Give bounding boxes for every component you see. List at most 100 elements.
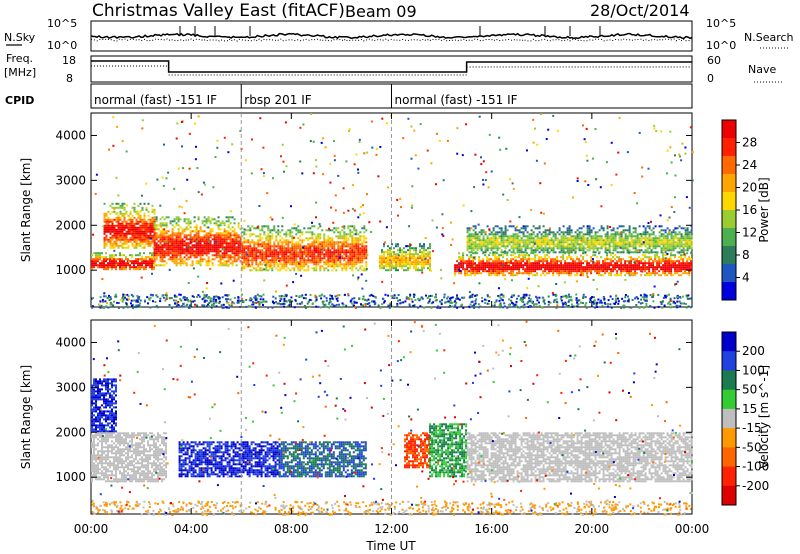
power-pixel: [335, 265, 338, 268]
power-pixel: [209, 234, 212, 237]
power-pixel: [311, 253, 314, 256]
power-pixel: [684, 245, 687, 248]
power-pixel: [278, 295, 281, 298]
power-pixel: [108, 299, 111, 302]
power-pixel: [115, 234, 118, 237]
power-pixel: [626, 237, 629, 240]
power-pixel: [231, 230, 234, 233]
power-pixel: [462, 252, 465, 255]
power-pixel: [347, 243, 350, 246]
power-pixel: [584, 268, 587, 271]
power-pixel: [247, 229, 250, 232]
power-pixel: [536, 233, 539, 236]
power-pixel: [532, 225, 535, 228]
power-pixel: [524, 258, 527, 261]
power-pixel: [470, 237, 473, 240]
power-pixel: [405, 257, 407, 260]
power-pixel: [680, 258, 683, 261]
power-pixel: [249, 265, 252, 268]
power-pixel: [237, 222, 240, 225]
power-pixel: [141, 240, 144, 243]
power-pixel: [331, 241, 334, 244]
power-pixel: [542, 258, 545, 261]
power-pixel: [646, 239, 649, 242]
power-pixel: [172, 299, 175, 302]
power-pixel: [664, 268, 667, 271]
power-pixel: [217, 224, 220, 227]
power-pixel: [538, 268, 541, 271]
power-pixel: [399, 259, 401, 262]
power-pixel: [345, 239, 348, 242]
power-pixel: [401, 255, 403, 258]
power-pixel: [540, 266, 543, 269]
power-pixel: [205, 238, 208, 241]
power-pixel: [227, 244, 230, 247]
power-pixel: [582, 233, 585, 236]
power-pixel: [429, 263, 431, 266]
power-pixel: [279, 231, 282, 234]
power-pixel: [289, 259, 292, 262]
power-pixel: [482, 260, 485, 263]
power-pixel: [117, 230, 120, 233]
power-pixel: [363, 237, 366, 240]
power-pixel: [253, 259, 256, 262]
power-pixel: [325, 251, 328, 254]
power-pixel: [123, 246, 126, 249]
power-pixel: [528, 266, 531, 269]
power-pixel: [249, 245, 252, 248]
power-pixel: [123, 296, 126, 299]
power-pixel: [538, 262, 541, 265]
power-pixel: [660, 260, 663, 263]
power-pixel: [129, 236, 132, 239]
power-pixel: [97, 256, 99, 259]
power-pixel: [161, 264, 164, 267]
power-pixel: [606, 225, 609, 228]
power-pixel: [121, 242, 124, 245]
power-pixel: [674, 233, 677, 236]
power-pixel: [572, 270, 575, 273]
power-pixel: [133, 244, 136, 247]
power-pixel: [135, 258, 137, 261]
power-pixel: [139, 234, 142, 237]
power-pixel: [608, 274, 611, 277]
power-pixel: [223, 246, 226, 249]
power-pixel: [654, 235, 657, 238]
power-pixel: [664, 247, 667, 250]
power-pixel: [560, 268, 563, 271]
power-pixel: [355, 267, 358, 270]
power-pixel: [109, 228, 112, 231]
power-pixel: [608, 262, 611, 265]
power-pixel: [614, 231, 617, 234]
power-pixel: [548, 229, 551, 232]
power-pixel: [333, 261, 336, 264]
power-pixel: [259, 253, 262, 256]
power-pixel: [562, 258, 565, 261]
power-pixel: [560, 264, 563, 267]
power-pixel: [568, 264, 571, 267]
power-pixel: [131, 218, 134, 221]
power-pixel: [321, 265, 324, 268]
power-pixel: [349, 225, 352, 228]
power-pixel: [105, 236, 108, 239]
power-pixel: [347, 255, 350, 258]
power-pixel: [203, 224, 206, 227]
power-pixel: [171, 252, 174, 255]
power-pixel: [283, 259, 286, 262]
power-pixel: [321, 253, 324, 256]
power-pixel: [516, 229, 519, 232]
power-pixel: [361, 243, 364, 246]
power-pixel: [528, 270, 531, 273]
power-pixel: [610, 233, 613, 236]
power-pixel: [111, 230, 114, 233]
power-pixel: [474, 241, 477, 244]
power-pixel: [456, 295, 458, 298]
power-pixel: [622, 239, 625, 242]
power-pixel: [171, 260, 174, 263]
power-pixel: [351, 231, 354, 234]
power-pixel: [648, 233, 651, 236]
power-pixel: [253, 247, 256, 250]
power-pixel: [280, 298, 283, 301]
power-pixel: [347, 227, 350, 230]
power-pixel: [225, 254, 228, 257]
power-pixel: [185, 298, 188, 301]
